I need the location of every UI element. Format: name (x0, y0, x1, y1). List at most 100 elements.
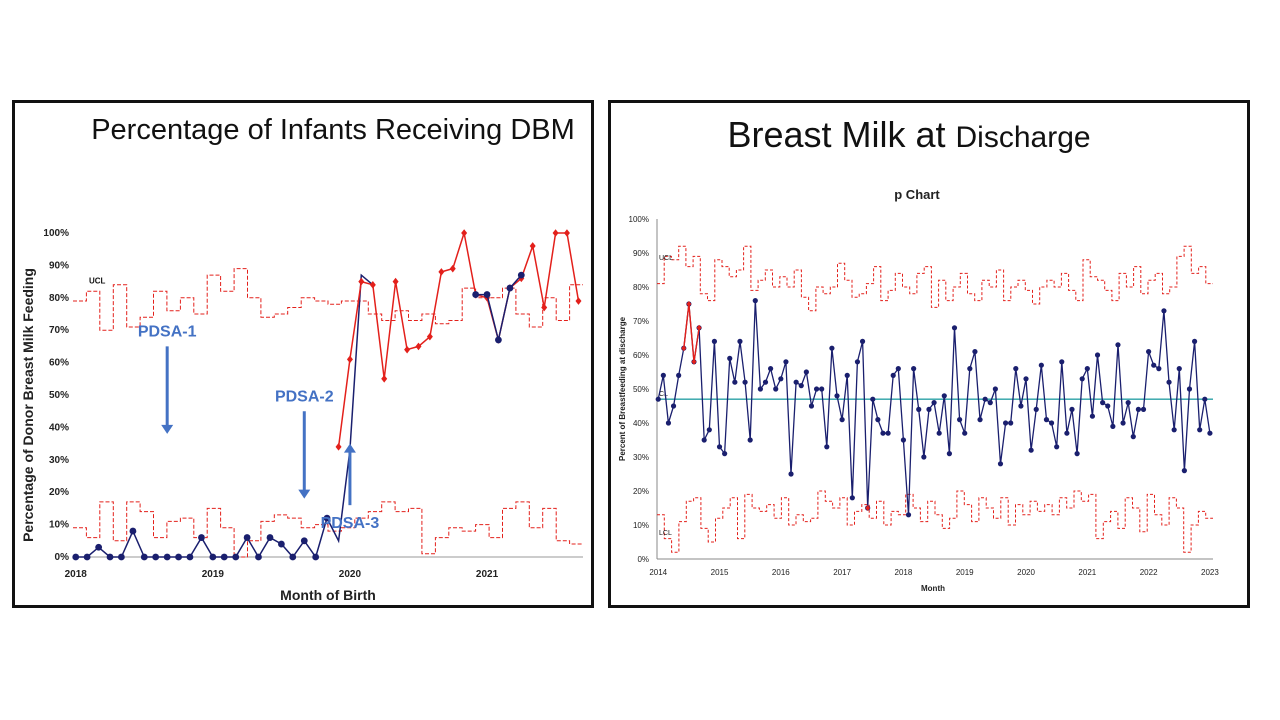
y-tick-label: 40% (633, 419, 649, 428)
y-tick-label: 20% (633, 487, 649, 496)
data-point (880, 430, 886, 436)
y-tick-label: 100% (629, 215, 649, 224)
ucl-label: UCL (659, 255, 673, 262)
x-tick-label: 2018 (65, 569, 88, 580)
data-point (900, 437, 907, 443)
data-point (941, 393, 947, 399)
data-point (793, 379, 799, 385)
data-point (495, 336, 502, 344)
data-point (859, 338, 866, 344)
data-point (762, 379, 769, 385)
data-point (175, 553, 182, 561)
chart-title-part1: Breast Milk at (727, 114, 955, 155)
data-point (289, 553, 297, 561)
x-axis-label: Month of Birth (280, 587, 376, 603)
data-point (1140, 406, 1147, 412)
data-point (1084, 366, 1090, 372)
data-point (701, 437, 707, 443)
series-line (657, 300, 1211, 515)
data-point (1161, 308, 1167, 314)
x-tick-label: 2020 (339, 569, 362, 580)
data-point (1048, 420, 1055, 426)
data-point (655, 396, 661, 402)
data-point (209, 553, 217, 561)
data-point (266, 534, 274, 541)
y-tick-label: 10% (49, 520, 69, 531)
data-point (849, 495, 855, 501)
data-point (369, 281, 376, 289)
data-point (106, 553, 114, 561)
y-tick-label: 70% (633, 317, 649, 326)
data-point (506, 284, 514, 292)
data-point (711, 338, 718, 344)
data-point (346, 355, 353, 364)
data-point (1079, 376, 1085, 382)
data-point (982, 396, 988, 402)
data-point (1059, 359, 1065, 365)
data-point (957, 417, 963, 423)
highlight-point (691, 358, 697, 365)
data-point (1151, 362, 1157, 368)
data-point (1181, 468, 1187, 474)
y-tick-label: 20% (49, 487, 69, 498)
data-point (665, 420, 672, 426)
x-tick-label: 2019 (956, 568, 974, 577)
chart-title: Breast Milk at Discharge (727, 114, 1090, 155)
data-point (951, 325, 958, 331)
data-point (706, 427, 712, 433)
data-point (752, 298, 758, 304)
data-point (575, 297, 582, 305)
data-point (870, 396, 876, 402)
data-point (1176, 366, 1182, 372)
data-point (936, 430, 942, 436)
data-point (1125, 400, 1131, 406)
data-point (829, 345, 835, 351)
pdsa-arrow-head (161, 424, 174, 434)
y-tick-label: 100% (43, 228, 69, 239)
data-point (335, 443, 342, 451)
data-point (186, 553, 194, 561)
data-point (992, 386, 998, 392)
data-point (768, 366, 774, 372)
data-point (727, 355, 733, 361)
data-point (1115, 342, 1121, 348)
data-point (1054, 444, 1060, 450)
data-point (890, 372, 896, 378)
data-point (255, 553, 262, 561)
data-point (931, 400, 937, 406)
data-point (808, 403, 815, 409)
y-tick-label: 10% (633, 521, 649, 530)
data-point (1130, 434, 1136, 440)
lcl-line (657, 490, 1213, 553)
data-point (1186, 386, 1193, 392)
data-point (778, 376, 784, 382)
x-axis-label: Month (921, 584, 945, 593)
data-point (483, 291, 491, 298)
data-point (1043, 417, 1050, 423)
data-point (461, 229, 468, 237)
data-point (1074, 451, 1080, 457)
data-point (277, 540, 285, 548)
data-point (1002, 420, 1009, 426)
data-point (660, 372, 666, 378)
data-point (529, 242, 536, 250)
highlight-point (865, 505, 871, 511)
x-tick-label: 2015 (711, 568, 729, 577)
data-point (813, 386, 820, 392)
data-point (358, 277, 365, 286)
y-tick-label: 50% (633, 385, 649, 394)
data-point (962, 430, 968, 436)
y-tick-label: 90% (633, 249, 649, 258)
x-tick-label: 2020 (1017, 568, 1035, 577)
highlight-point (681, 345, 687, 352)
pdsa-arrow-head (298, 489, 311, 499)
chart-title-part2: Discharge (956, 121, 1091, 154)
data-point (541, 303, 548, 312)
chart-subtitle: p Chart (894, 187, 940, 202)
highlight-point (696, 324, 702, 331)
data-point (83, 553, 91, 561)
data-point (552, 229, 559, 237)
data-point (946, 451, 952, 457)
data-point (911, 366, 917, 372)
data-point (783, 359, 789, 365)
